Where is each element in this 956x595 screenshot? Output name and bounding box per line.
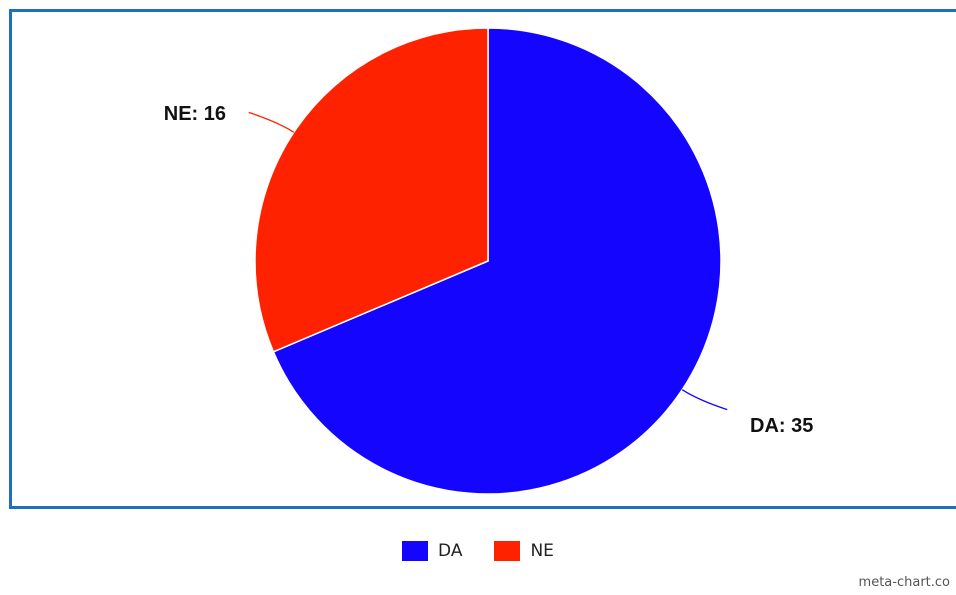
pie-slice-da[interactable] bbox=[272, 27, 722, 495]
watermark: meta-chart.co bbox=[858, 575, 950, 590]
label-connector-da bbox=[681, 389, 728, 411]
legend-item-da[interactable]: DA bbox=[402, 541, 462, 561]
legend-item-ne[interactable]: NE bbox=[494, 541, 554, 561]
legend-swatch-da bbox=[402, 541, 429, 561]
label-connector-ne bbox=[248, 111, 295, 133]
pie-label-connectors bbox=[248, 111, 728, 411]
pie-slice-ne[interactable] bbox=[254, 27, 489, 353]
pie-slices bbox=[254, 27, 722, 495]
slice-label-da: DA: 35 bbox=[750, 415, 813, 437]
chart-legend: DA NE bbox=[0, 541, 956, 561]
slice-label-ne: NE: 16 bbox=[164, 103, 226, 125]
legend-swatch-ne bbox=[494, 541, 521, 561]
legend-label-da: DA bbox=[438, 541, 463, 561]
legend-label-ne: NE bbox=[530, 541, 554, 561]
